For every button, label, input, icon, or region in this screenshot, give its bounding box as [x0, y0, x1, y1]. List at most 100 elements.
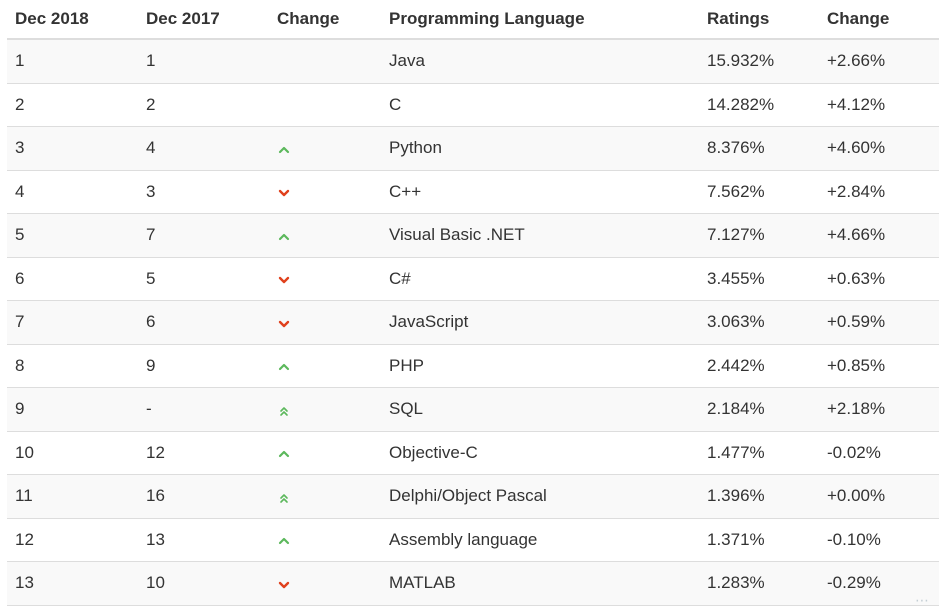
change-trend-cell	[269, 182, 380, 202]
change-trend-cell	[269, 138, 380, 158]
rating-value: 15.932%	[707, 51, 775, 71]
programming-language-name: SQL	[389, 399, 424, 419]
change-percent-value: +2.84%	[827, 181, 886, 201]
trend-up-double-icon	[277, 403, 291, 417]
table-row[interactable]: 10 12 Objective-C 1.477% -0.02%	[7, 432, 939, 475]
change-trend-cell	[269, 443, 380, 463]
change-percent-value: +4.66%	[827, 225, 886, 245]
rank-dec-2017: 4	[146, 138, 156, 158]
programming-language-name: C++	[389, 181, 422, 201]
rating-value: 1.477%	[707, 442, 765, 462]
change-trend-cell	[269, 486, 380, 506]
change-trend-cell	[269, 51, 380, 71]
rank-dec-2018: 3	[15, 138, 25, 158]
change-trend-cell	[269, 530, 380, 550]
column-header-ratings[interactable]: Ratings	[707, 9, 770, 28]
rank-dec-2018: 10	[15, 442, 34, 462]
rating-value: 1.396%	[707, 486, 765, 506]
programming-language-name: Visual Basic .NET	[389, 225, 525, 245]
trend-down-icon	[277, 272, 291, 286]
change-percent-value: +0.59%	[827, 312, 886, 332]
column-header-change-trend[interactable]: Change	[277, 9, 340, 28]
change-percent-value: +4.12%	[827, 94, 886, 114]
table-row[interactable]: 7 6 JavaScript 3.063% +0.59%	[7, 301, 939, 345]
rank-dec-2018: 12	[15, 529, 34, 549]
rating-value: 14.282%	[707, 94, 775, 114]
table-row[interactable]: 3 4 Python 8.376% +4.60%	[7, 127, 939, 171]
change-trend-cell	[269, 356, 380, 376]
tiobe-ranking-table: Dec 2018 Dec 2017 Change Programming Lan…	[7, 0, 939, 606]
rank-dec-2017: 13	[146, 529, 165, 549]
rank-dec-2018: 7	[15, 312, 25, 332]
rating-value: 2.442%	[707, 355, 765, 375]
change-trend-cell	[269, 225, 380, 245]
programming-language-name: Delphi/Object Pascal	[389, 486, 547, 506]
rank-dec-2018: 2	[15, 94, 25, 114]
column-header-change-percent[interactable]: Change	[827, 9, 890, 28]
programming-language-name: Java	[389, 51, 425, 71]
rank-dec-2017: -	[146, 399, 152, 419]
rank-dec-2017: 10	[146, 573, 165, 593]
table-row[interactable]: 8 9 PHP 2.442% +0.85%	[7, 345, 939, 388]
rank-dec-2017: 9	[146, 355, 156, 375]
rating-value: 2.184%	[707, 399, 765, 419]
table-row[interactable]: 9 - SQL 2.184% +2.18%	[7, 388, 939, 432]
column-header-dec-2018[interactable]: Dec 2018	[15, 9, 89, 28]
rank-dec-2018: 9	[15, 399, 25, 419]
table-row[interactable]: 11 16 Delphi/Object Pascal 1.396% +0.00%	[7, 475, 939, 519]
programming-language-name: PHP	[389, 355, 424, 375]
rating-value: 7.562%	[707, 181, 765, 201]
trend-down-icon	[277, 316, 291, 330]
programming-language-name: Objective-C	[389, 442, 478, 462]
programming-language-name: Assembly language	[389, 529, 538, 549]
change-trend-cell	[269, 312, 380, 332]
trend-up-icon	[277, 533, 291, 547]
trend-up-icon	[277, 359, 291, 373]
change-percent-value: +0.85%	[827, 355, 886, 375]
change-percent-value: +0.00%	[827, 486, 886, 506]
change-percent-value: +0.63%	[827, 268, 886, 288]
column-header-programming-language[interactable]: Programming Language	[389, 9, 585, 28]
programming-language-name: JavaScript	[389, 312, 469, 332]
change-trend-cell	[269, 269, 380, 289]
table-row[interactable]: 5 7 Visual Basic .NET 7.127% +4.66%	[7, 214, 939, 258]
table-header-row: Dec 2018 Dec 2017 Change Programming Lan…	[7, 0, 939, 40]
rank-dec-2017: 6	[146, 312, 156, 332]
change-percent-value: +2.66%	[827, 51, 886, 71]
change-trend-cell	[269, 573, 380, 593]
rank-dec-2017: 16	[146, 486, 165, 506]
trend-down-icon	[277, 185, 291, 199]
change-percent-value: +4.60%	[827, 138, 886, 158]
programming-language-name: Python	[389, 138, 442, 158]
rank-dec-2017: 1	[146, 51, 156, 71]
programming-language-name: MATLAB	[389, 573, 456, 593]
change-trend-cell	[269, 399, 380, 419]
rating-value: 3.455%	[707, 268, 765, 288]
table-row[interactable]: 13 10 MATLAB 1.283% -0.29%	[7, 562, 939, 606]
change-percent-value: -0.10%	[827, 529, 881, 549]
trend-up-icon	[277, 229, 291, 243]
rating-value: 7.127%	[707, 225, 765, 245]
rank-dec-2017: 2	[146, 94, 156, 114]
rating-value: 1.283%	[707, 573, 765, 593]
rank-dec-2018: 6	[15, 268, 25, 288]
rank-dec-2018: 13	[15, 573, 34, 593]
rank-dec-2017: 12	[146, 442, 165, 462]
rank-dec-2018: 4	[15, 181, 25, 201]
rank-dec-2018: 1	[15, 51, 25, 71]
column-header-dec-2017[interactable]: Dec 2017	[146, 9, 220, 28]
table-row[interactable]: 12 13 Assembly language 1.371% -0.10%	[7, 519, 939, 562]
change-percent-value: -0.02%	[827, 442, 881, 462]
trend-none	[277, 98, 291, 112]
rating-value: 3.063%	[707, 312, 765, 332]
rank-dec-2017: 3	[146, 181, 156, 201]
trend-none	[277, 55, 291, 69]
trend-down-icon	[277, 577, 291, 591]
table-row[interactable]: 4 3 C++ 7.562% +2.84%	[7, 171, 939, 214]
table-row[interactable]: 2 2 C 14.282% +4.12%	[7, 84, 939, 127]
change-percent-value: -0.29%	[827, 573, 881, 593]
table-row[interactable]: 1 1 Java 15.932% +2.66%	[7, 40, 939, 84]
programming-language-name: C#	[389, 268, 411, 288]
change-trend-cell	[269, 95, 380, 115]
table-row[interactable]: 6 5 C# 3.455% +0.63%	[7, 258, 939, 301]
